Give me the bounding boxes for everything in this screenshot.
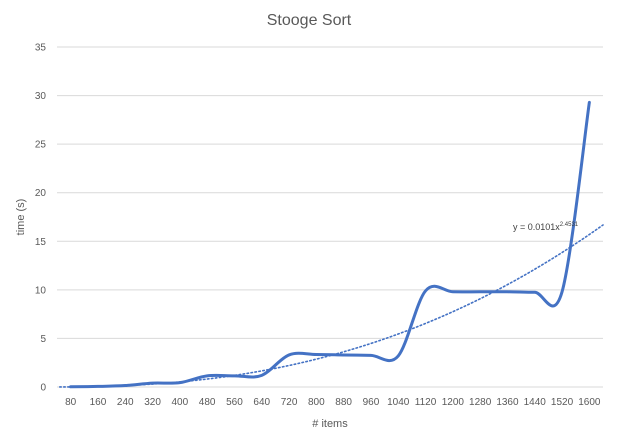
gridlines — [57, 46, 603, 388]
power-trendline — [58, 224, 604, 388]
y-tick-label: 10 — [35, 285, 47, 296]
trendline-equation-exponent: 2.4531 — [560, 222, 579, 228]
series-line — [69, 100, 591, 389]
y-axis-label: time (s) — [15, 199, 27, 236]
x-tick-label: 1600 — [578, 397, 601, 408]
x-tick-label: 1200 — [442, 397, 465, 408]
chart-title: Stooge Sort — [267, 12, 352, 29]
x-tick-label: 240 — [117, 397, 134, 408]
x-tick-label: 400 — [172, 397, 189, 408]
y-tick-label: 20 — [35, 188, 47, 199]
x-tick-label: 1360 — [496, 397, 519, 408]
x-tick-label: 1280 — [469, 397, 492, 408]
y-tick-label: 35 — [35, 43, 47, 54]
y-tick-label: 25 — [35, 140, 47, 151]
trendline-equation: y = 0.0101x2.4531 — [513, 222, 579, 232]
x-tick-label: 1040 — [387, 397, 410, 408]
x-axis-label: # items — [312, 418, 348, 430]
x-tick-label: 560 — [226, 397, 243, 408]
x-tick-label: 880 — [335, 397, 352, 408]
trendline-equation-base: y = 0.0101x — [513, 222, 560, 232]
x-tick-label: 800 — [308, 397, 325, 408]
y-tick-label: 15 — [35, 237, 47, 248]
x-tick-label: 1440 — [524, 397, 547, 408]
x-tick-label: 960 — [363, 397, 380, 408]
x-tick-label: 160 — [90, 397, 107, 408]
y-axis-ticks: 0 5 10 15 20 25 30 35 — [35, 43, 47, 394]
x-tick-label: 640 — [253, 397, 270, 408]
x-tick-label: 1520 — [551, 397, 574, 408]
y-tick-label: 0 — [40, 383, 46, 394]
y-tick-label: 30 — [35, 91, 47, 102]
x-tick-label: 720 — [281, 397, 298, 408]
x-tick-label: 480 — [199, 397, 216, 408]
x-axis-ticks: 80 160 240 320 400 480 560 640 720 800 880 960 1040 1… — [65, 397, 601, 408]
x-tick-label: 1120 — [415, 397, 437, 408]
x-tick-label: 320 — [144, 397, 161, 408]
x-tick-label: 80 — [65, 397, 77, 408]
y-tick-label: 5 — [40, 334, 46, 345]
